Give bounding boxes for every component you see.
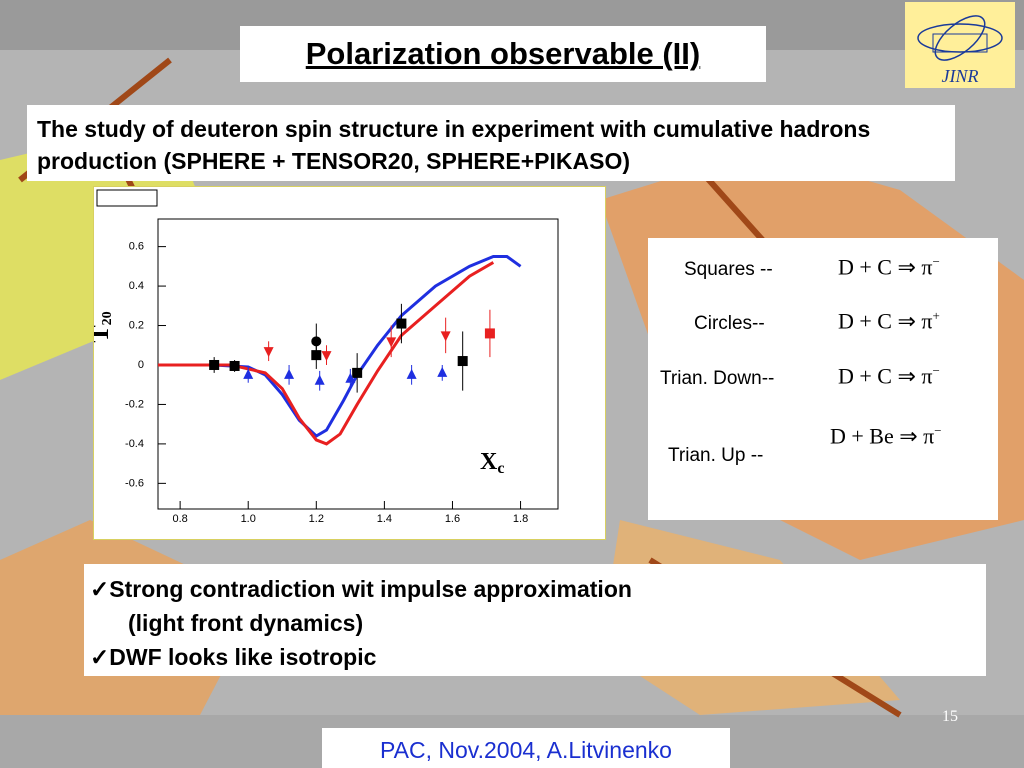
- y-label-main: T: [94, 325, 114, 342]
- x-tick-label: 0.8: [172, 513, 187, 525]
- bullet: ✓DWF looks like isotropic: [90, 644, 377, 670]
- square-point: [484, 328, 495, 339]
- reaction-charge: −: [932, 254, 940, 269]
- reaction-text: D + C ⇒ π: [838, 254, 933, 280]
- x-tick-label: 1.0: [241, 513, 256, 525]
- reaction-charge: +: [932, 308, 940, 323]
- x-axis-label: Xc: [480, 449, 504, 477]
- triangle-up-point: [437, 366, 448, 377]
- reaction: D + C ⇒ π−: [838, 363, 940, 389]
- slide-title: Polarization observable (II): [240, 26, 766, 82]
- triangle-up-point: [314, 374, 325, 385]
- logo-art: [917, 15, 1003, 61]
- y-tick-label: -0.2: [125, 398, 144, 410]
- x-label-sub: c: [497, 460, 504, 477]
- square-point: [457, 356, 468, 367]
- footer: PAC, Nov.2004, A.Litvinenko: [322, 728, 730, 768]
- legend-label: Trian. Up --: [668, 445, 764, 466]
- legend-label: Squares --: [684, 259, 773, 280]
- reaction-text: D + C ⇒ π: [838, 308, 933, 334]
- triangle-down-point: [263, 347, 274, 358]
- y-tick-label: -0.4: [125, 438, 144, 450]
- reaction-charge: −: [932, 363, 940, 378]
- reaction: D + C ⇒ π+: [838, 308, 940, 334]
- y-tick-label: 0.2: [129, 319, 144, 331]
- y-tick-label: 0.4: [129, 280, 144, 292]
- subtitle: The study of deuteron spin structure in …: [27, 105, 955, 181]
- x-tick-label: 1.6: [445, 513, 460, 525]
- square-point: [352, 367, 363, 378]
- reaction-charge: −: [934, 423, 942, 438]
- reaction-text: D + Be ⇒ π: [830, 423, 935, 449]
- circle-point: [311, 336, 322, 347]
- y-tick-label: 0.6: [129, 241, 144, 253]
- reaction: D + Be ⇒ π−: [830, 423, 942, 449]
- triangle-up-point: [406, 368, 417, 379]
- logo: JINR: [905, 2, 1015, 88]
- bullet-continuation: (light front dynamics): [128, 610, 364, 636]
- reaction-text: D + C ⇒ π: [838, 363, 933, 389]
- legend-label: Circles--: [694, 313, 765, 334]
- triangle-down-point: [321, 351, 332, 362]
- square-point: [396, 318, 407, 329]
- square-point: [209, 359, 220, 370]
- x-tick-label: 1.8: [513, 513, 528, 525]
- reaction: D + C ⇒ π−: [838, 254, 940, 280]
- stats-box: [96, 189, 158, 207]
- chart-panel: 0.8 1.0 1.2 1.4 1.6 1.8 0.6 0.4 0.2 0 -0.2 -0.4 -0.6…: [85, 186, 606, 540]
- triangle-up-point: [345, 372, 356, 383]
- legend-label: Trian. Down--: [660, 368, 775, 389]
- square-point: [229, 360, 240, 371]
- bullet-box: ✓Strong contradiction wit impulse approx…: [84, 564, 986, 676]
- y-tick-label: 0: [138, 359, 144, 371]
- chart: 0.8 1.0 1.2 1.4 1.6 1.8 0.6 0.4 0.2 0 -0.2 -0.4 -0.6…: [85, 189, 559, 525]
- bullet-text: Strong contradiction wit impulse approxi…: [109, 576, 632, 602]
- triangle-down-point: [440, 331, 451, 342]
- y-tick-label: -0.6: [125, 477, 144, 489]
- x-tick-label: 1.4: [377, 513, 392, 525]
- y-axis-label: T20: [94, 311, 115, 342]
- curve: [158, 261, 495, 446]
- page-number: 15: [942, 708, 958, 725]
- logo-text: JINR: [941, 66, 979, 86]
- triangle-down-point: [386, 337, 397, 348]
- x-tick-label: 1.2: [309, 513, 324, 525]
- legend-panel: Squares -- D + C ⇒ π− Circles-- D + C ⇒ π+ T…: [648, 238, 998, 520]
- x-label-main: X: [480, 449, 498, 475]
- triangle-up-point: [284, 368, 295, 379]
- y-label-sub: 20: [100, 311, 115, 325]
- bullet-text: DWF looks like isotropic: [109, 644, 377, 670]
- triangle-up-point: [243, 368, 254, 379]
- bullet: ✓Strong contradiction wit impulse approx…: [90, 576, 632, 602]
